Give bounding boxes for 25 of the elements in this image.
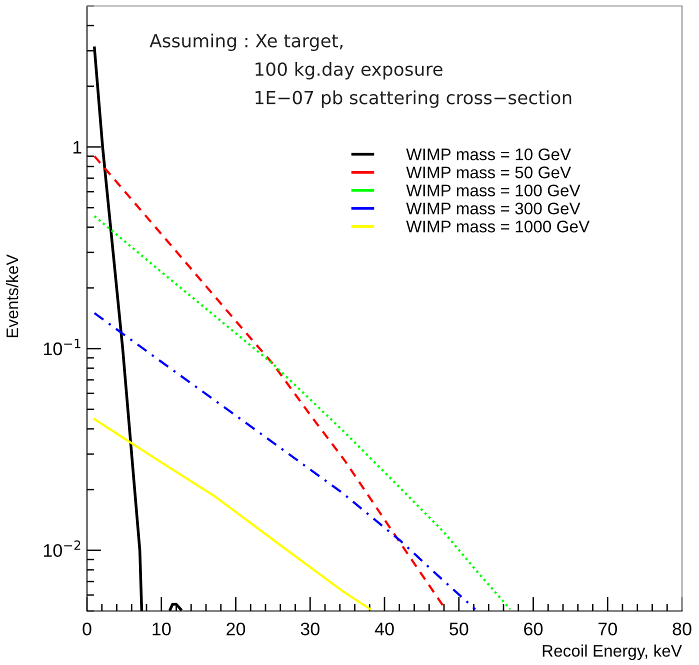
legend-label: WIMP mass = 10 GeV [406, 148, 572, 160]
legend-label: WIMP mass = 100 GeV [406, 184, 580, 196]
x-tick-label: 10 [152, 622, 171, 636]
y-tick-label: 10$^{−2}$ [44, 540, 80, 557]
y-axis-title: Events/keV [6, 254, 18, 338]
x-tick-label: 20 [226, 622, 246, 636]
legend-label: WIMP mass = 300 GeV [406, 202, 580, 214]
line-series [93, 215, 512, 610]
y-tick-label: 10$^{−1}$ [44, 338, 80, 356]
legend-label: WIMP mass = 50 GeV [406, 166, 572, 178]
annotation: 100 kg.day exposure [256, 62, 442, 80]
annotation: 1E−07 pb scattering cross−section [256, 90, 572, 108]
x-tick-label: 30 [300, 622, 320, 636]
x-tick-label: 0 [82, 622, 92, 636]
x-tick-label: 50 [450, 622, 468, 636]
x-tick-label: 70 [598, 622, 617, 636]
x-axis-title: Recoil Energy, keV [542, 644, 682, 660]
line-series [93, 312, 476, 610]
line-series [93, 418, 372, 610]
x-tick-label: 40 [374, 622, 394, 636]
x-tick-label: 60 [524, 622, 543, 636]
annotation: Assuming : Xe target, [150, 34, 342, 52]
legend-label: WIMP mass = 1000 GeV [406, 220, 590, 232]
x-tick-label: 80 [672, 622, 692, 636]
y-tick-label: 1 [73, 141, 82, 154]
